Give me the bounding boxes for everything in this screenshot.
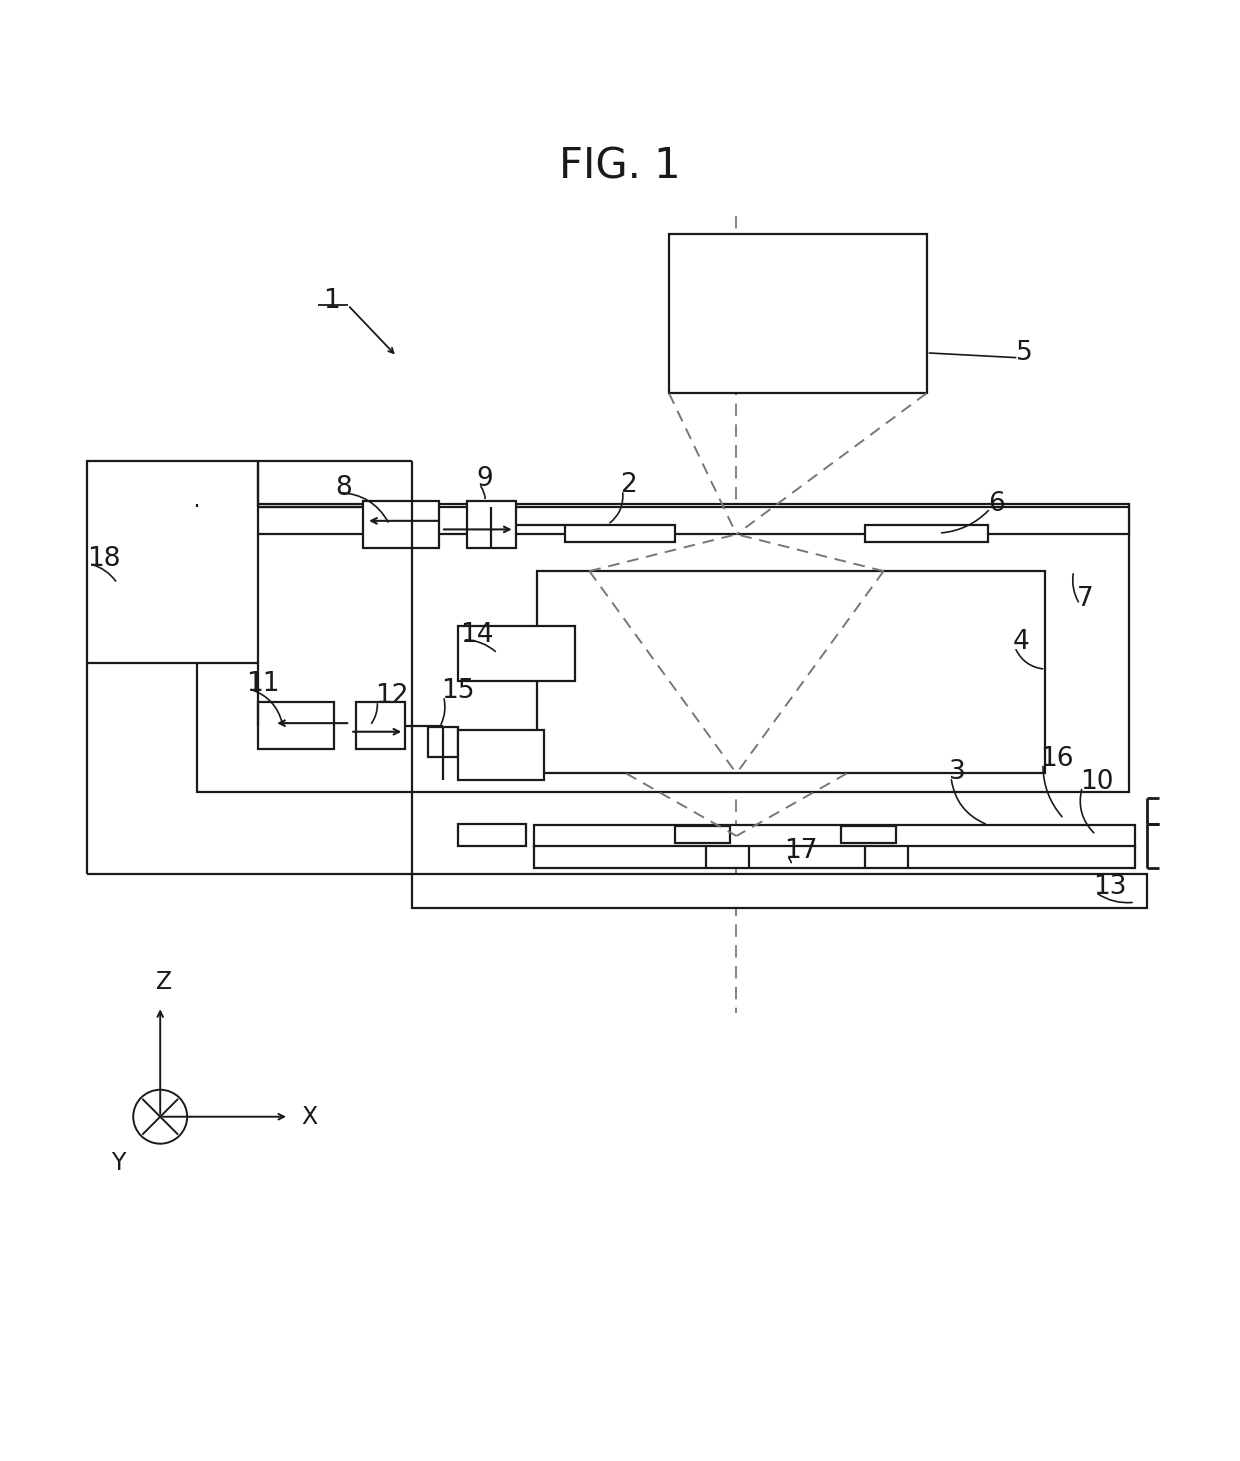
Bar: [458, 627, 574, 681]
Text: 3: 3: [949, 760, 966, 785]
Bar: [670, 234, 926, 393]
Text: 11: 11: [246, 671, 279, 697]
Text: 6: 6: [988, 491, 1004, 517]
Bar: [866, 524, 988, 542]
Text: 7: 7: [1078, 586, 1094, 612]
Text: 2: 2: [620, 472, 637, 498]
Text: Z: Z: [156, 970, 172, 993]
Bar: [466, 501, 516, 548]
Bar: [458, 824, 526, 846]
Text: 13: 13: [1094, 875, 1127, 900]
Bar: [87, 460, 258, 663]
Bar: [675, 825, 730, 843]
Text: 18: 18: [87, 546, 120, 571]
Bar: [841, 825, 895, 843]
Text: FIG. 1: FIG. 1: [559, 146, 681, 187]
Bar: [412, 874, 1147, 909]
Bar: [197, 504, 1128, 792]
Bar: [534, 825, 1135, 847]
Bar: [428, 726, 458, 757]
Text: 17: 17: [784, 837, 818, 863]
Text: 16: 16: [1040, 745, 1074, 771]
Text: 8: 8: [336, 475, 352, 501]
Bar: [458, 730, 544, 780]
Bar: [362, 501, 439, 548]
Bar: [537, 571, 1045, 773]
Text: X: X: [301, 1105, 317, 1129]
Bar: [197, 507, 1128, 535]
Text: 15: 15: [441, 678, 475, 704]
Text: 1: 1: [324, 288, 340, 314]
Text: 14: 14: [460, 622, 494, 647]
Text: 12: 12: [374, 684, 408, 709]
Text: Y: Y: [112, 1151, 126, 1175]
Bar: [534, 846, 1135, 868]
Text: 5: 5: [1016, 340, 1033, 365]
Bar: [356, 703, 405, 749]
Text: 10: 10: [1080, 768, 1114, 795]
Text: 9: 9: [476, 466, 494, 492]
Bar: [258, 703, 335, 749]
Text: 4: 4: [1012, 630, 1029, 655]
Bar: [565, 524, 675, 542]
